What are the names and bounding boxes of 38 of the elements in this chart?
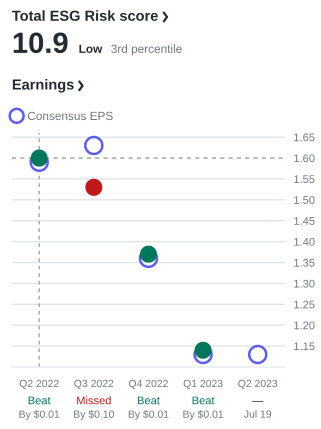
- point: [248, 344, 268, 364]
- text: Jul 19: [244, 410, 272, 418]
- text: Beat: [28, 396, 51, 404]
- text: 10.9: [14, 32, 68, 54]
- text: —: [252, 401, 264, 402]
- point: [84, 136, 104, 156]
- text: By $0.01: [183, 410, 224, 420]
- y-tick-label: 1.35: [294, 258, 315, 267]
- text: Beat: [138, 396, 160, 404]
- point: [30, 150, 48, 167]
- y-tick-label: 1.45: [294, 217, 315, 225]
- text: Missed: [77, 396, 111, 404]
- x-tick-label: Q2 2023: [238, 380, 278, 390]
- x-tick-label: Q2 2022: [20, 380, 59, 390]
- y-tick-label: 1.25: [294, 300, 315, 308]
- text: By $0.10: [74, 410, 114, 420]
- text: Beat: [192, 396, 214, 404]
- text: Total ESG Risk score: [12, 10, 158, 21]
- text: By $0.01: [128, 410, 169, 420]
- point: [85, 178, 102, 196]
- x-tick-label: Q3 2022: [74, 380, 114, 390]
- text: By $0.01: [19, 410, 60, 420]
- y-tick-label: 1.20: [294, 321, 315, 330]
- y-tick-label: 1.65: [294, 133, 315, 142]
- legend-label: Consensus EPS: [28, 112, 113, 120]
- text: Low: [79, 44, 102, 53]
- y-tick-label: 1.55: [294, 175, 315, 184]
- y-tick-label: 1.15: [294, 342, 315, 350]
- y-tick-label: 1.30: [294, 280, 315, 288]
- x-tick-label: Q1 2023: [184, 380, 223, 390]
- chart-title: Earnings: [12, 78, 74, 93]
- x-tick-label: Q4 2022: [128, 380, 168, 390]
- y-tick-label: 1.40: [294, 238, 315, 246]
- text: 3rd percentile: [111, 44, 182, 56]
- point: [194, 342, 212, 359]
- y-tick-label: 1.60: [294, 154, 315, 162]
- y-tick-label: 1.50: [294, 196, 315, 204]
- point: [140, 246, 157, 263]
